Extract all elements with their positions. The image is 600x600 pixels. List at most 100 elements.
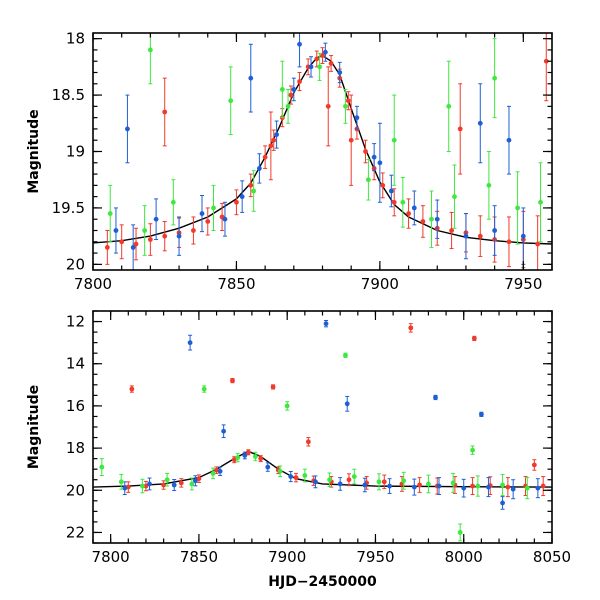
data-point	[291, 87, 297, 92]
data-point	[524, 485, 530, 491]
data-point	[362, 482, 368, 488]
data-point	[143, 483, 149, 489]
data-point	[337, 70, 343, 75]
data-point	[285, 103, 291, 109]
data-point	[211, 205, 216, 211]
data-point	[506, 239, 512, 245]
data-point	[317, 64, 323, 70]
axes-frame	[92, 32, 553, 271]
y-tick-label: 19.5	[52, 199, 85, 217]
data-point	[297, 79, 302, 84]
plot-area	[93, 33, 552, 270]
data-point	[461, 485, 467, 491]
y-tick-label: 16	[66, 397, 85, 415]
data-point	[256, 166, 262, 171]
data-point	[500, 482, 505, 488]
data-point	[251, 188, 257, 194]
data-point	[293, 475, 299, 481]
data-point	[543, 58, 549, 64]
data-point	[308, 64, 314, 70]
y-tick-label: 18.5	[52, 86, 85, 104]
x-axis-label: HJD−2450000	[268, 574, 377, 590]
y-tick-label: 20	[66, 481, 85, 499]
data-point	[130, 245, 136, 250]
data-point	[343, 352, 348, 358]
data-point	[189, 481, 195, 487]
data-point	[176, 233, 182, 239]
data-point	[510, 486, 516, 492]
y-tick-label: 20	[66, 255, 85, 273]
data-point	[192, 478, 198, 484]
data-point	[401, 478, 407, 484]
x-tick-label: 7850	[180, 548, 218, 566]
data-point	[118, 479, 124, 485]
data-point	[408, 325, 414, 331]
data-point	[284, 403, 290, 409]
data-point	[140, 483, 145, 489]
data-point	[133, 241, 139, 247]
data-point	[265, 464, 271, 470]
data-point	[239, 194, 245, 200]
data-point	[344, 401, 350, 407]
data-point	[470, 483, 475, 489]
data-point	[199, 211, 205, 216]
data-point	[391, 137, 397, 143]
data-point	[486, 484, 491, 490]
data-point	[162, 233, 168, 239]
data-point	[277, 468, 283, 474]
data-point	[366, 177, 371, 183]
data-point	[477, 233, 483, 239]
data-point	[170, 199, 176, 205]
data-point	[381, 479, 387, 485]
data-point	[351, 474, 357, 479]
data-point	[506, 137, 512, 143]
data-point	[217, 468, 223, 474]
y-axis-label: Magnitude	[26, 109, 42, 193]
x-tick-label: 7900	[361, 275, 399, 293]
data-point	[205, 219, 211, 224]
data-point	[450, 480, 456, 486]
data-point	[463, 233, 469, 239]
data-point	[279, 87, 285, 92]
series-green	[99, 352, 530, 542]
y-tick-label: 12	[66, 313, 85, 331]
data-point	[371, 154, 377, 160]
data-point	[328, 61, 334, 66]
data-point	[406, 211, 411, 216]
data-point	[446, 103, 452, 109]
data-point	[248, 75, 254, 81]
data-point	[201, 386, 207, 392]
data-point	[531, 462, 537, 468]
x-tick-label: 8000	[445, 548, 483, 566]
series-blue	[113, 33, 526, 270]
data-point	[99, 464, 105, 470]
data-point	[302, 473, 308, 478]
data-point	[113, 228, 119, 233]
data-point	[387, 483, 392, 489]
data-point	[164, 477, 170, 483]
x-tick-label: 7950	[356, 548, 394, 566]
data-point	[178, 480, 184, 486]
data-point	[429, 216, 434, 222]
data-point	[305, 439, 311, 445]
data-point	[346, 477, 352, 483]
data-point	[320, 53, 325, 58]
data-point	[500, 500, 505, 506]
data-point	[125, 126, 130, 132]
data-point	[515, 205, 520, 211]
data-point	[162, 109, 168, 115]
data-point	[477, 120, 483, 126]
data-point	[457, 530, 463, 535]
x-tick-label: 7900	[268, 548, 306, 566]
data-point	[234, 199, 239, 205]
x-tick-label: 7800	[74, 275, 112, 293]
data-point	[235, 455, 241, 460]
data-point	[270, 384, 276, 390]
data-point	[258, 456, 264, 462]
data-point	[171, 482, 177, 488]
data-point	[348, 137, 354, 143]
axes-frame	[92, 310, 553, 544]
data-point	[380, 182, 386, 188]
data-point	[322, 49, 328, 55]
